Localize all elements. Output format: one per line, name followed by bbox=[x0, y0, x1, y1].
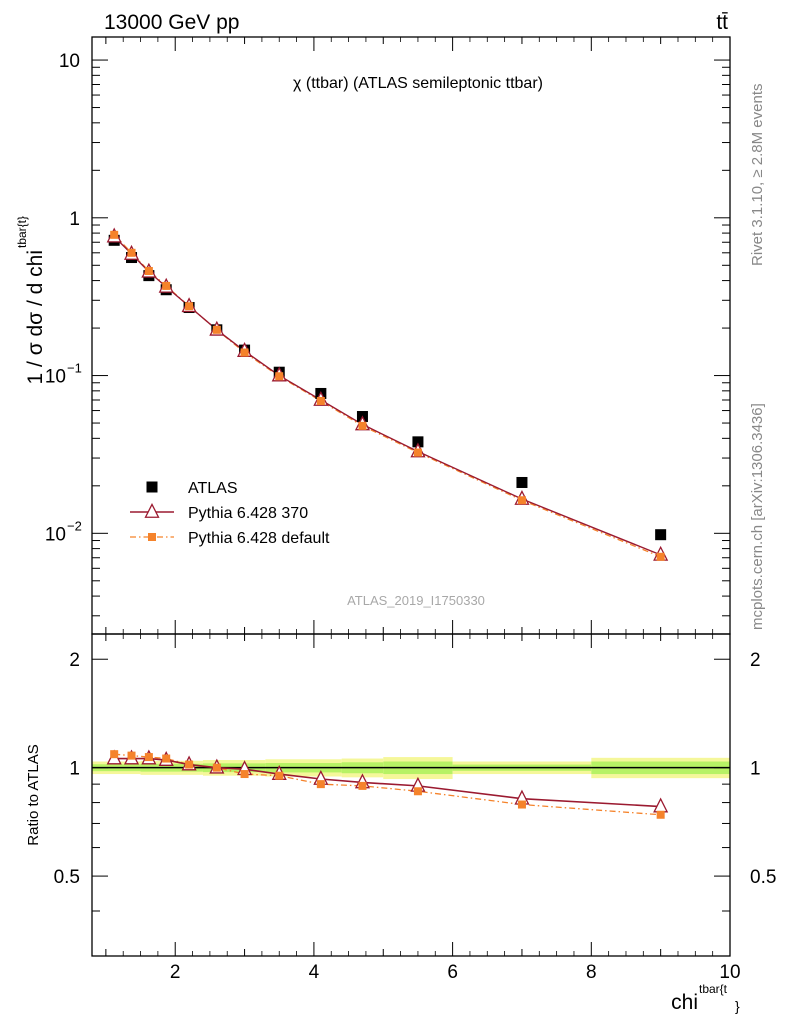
legend-marker-atlas bbox=[146, 481, 158, 493]
ratio-y-tick-label: 1 bbox=[69, 759, 80, 780]
data-point-pythia-default bbox=[656, 552, 665, 561]
data-point-pythia-default bbox=[162, 281, 171, 290]
ratio-frame bbox=[91, 633, 731, 957]
ratio-y-tick-label-right: 0.5 bbox=[750, 867, 776, 888]
energy-label: 13000 GeV pp bbox=[104, 11, 239, 34]
process-label: tt̄ bbox=[716, 11, 728, 34]
svg-text:1 / σ dσ / d chi: 1 / σ dσ / d chi bbox=[24, 250, 47, 384]
ratio-point-pythia-default bbox=[240, 770, 249, 779]
ratio-point-pythia-default bbox=[162, 754, 171, 763]
ratio-plot-area bbox=[92, 749, 730, 819]
data-point-pythia-default bbox=[110, 230, 119, 239]
main-y-tick-exp: −2 bbox=[67, 518, 82, 533]
data-point-pythia-default bbox=[144, 267, 153, 276]
main-y-tick-label: 1 bbox=[69, 209, 80, 230]
x-tick-label: 6 bbox=[447, 962, 458, 983]
legend: ATLAS Pythia 6.428 370 Pythia 6.428 defaul… bbox=[130, 480, 330, 547]
main-y-label-sup: tbar{t} bbox=[15, 216, 29, 248]
data-point-atlas bbox=[412, 436, 424, 448]
main-y-tick-exp: −1 bbox=[67, 361, 82, 376]
main-y-tick-label: 10 bbox=[59, 51, 80, 72]
data-point-pythia-default bbox=[358, 421, 367, 430]
data-point-pythia-default bbox=[185, 302, 194, 311]
legend-marker-pythia-default bbox=[148, 533, 156, 541]
ratio-point-pythia-default bbox=[212, 763, 221, 772]
main-y-label-text: 1 / σ dσ / d chi bbox=[24, 250, 47, 384]
main-title: χ (ttbar) (ATLAS semileptonic ttbar) bbox=[293, 75, 543, 92]
rivet-label: Rivet 3.1.10, ≥ 2.8M events bbox=[749, 84, 766, 267]
ratio-y-tick-label-right: 2 bbox=[750, 650, 761, 671]
ratio-point-pythia-default bbox=[656, 810, 665, 819]
ratio-x-axis: 2 4 6 8 10 bbox=[105, 634, 741, 983]
main-plot-area bbox=[106, 227, 669, 561]
ratio-point-pythia-default bbox=[413, 787, 422, 796]
ratio-point-pythia-default bbox=[517, 800, 526, 809]
source-label: mcplots.cern.ch [arXiv:1306.3436] bbox=[749, 403, 766, 630]
legend-label: Pythia 6.428 370 bbox=[188, 505, 308, 522]
ratio-y-tick-label-right: 1 bbox=[750, 759, 761, 780]
ratio-point-pythia-default bbox=[275, 771, 284, 780]
ratio-point-pythia-default bbox=[127, 751, 136, 760]
ratio-point-pythia-370 bbox=[653, 797, 669, 813]
data-point-pythia-default bbox=[212, 325, 221, 334]
x-tick-label: 4 bbox=[309, 962, 320, 983]
ratio-point-pythia-default bbox=[316, 780, 325, 789]
ratio-point-pythia-default bbox=[358, 781, 367, 790]
ratio-point-pythia-default bbox=[185, 760, 194, 769]
ratio-y-label: Ratio to ATLAS bbox=[25, 744, 42, 845]
main-y-tick-label: 10 bbox=[45, 524, 66, 545]
main-x-ticks bbox=[105, 37, 731, 634]
ratio-point-pythia-default bbox=[110, 750, 119, 759]
x-axis-label: chi tbar{t } bbox=[671, 982, 740, 1014]
x-tick-label: 2 bbox=[170, 962, 181, 983]
ratio-y-axis: 2 2 1 1 0.5 0.5 bbox=[54, 650, 776, 912]
data-point-pythia-default bbox=[413, 448, 422, 457]
data-point-pythia-default bbox=[275, 372, 284, 381]
watermark: ATLAS_2019_I1750330 bbox=[347, 593, 485, 608]
x-axis-label-text: chi bbox=[671, 991, 698, 1014]
ratio-y-tick-label: 2 bbox=[69, 650, 80, 671]
ratio-y-tick-label: 0.5 bbox=[54, 867, 80, 888]
x-tick-label: 10 bbox=[719, 962, 740, 983]
ratio-point-pythia-default bbox=[144, 753, 153, 762]
data-point-pythia-default bbox=[316, 396, 325, 405]
x-tick-label: 8 bbox=[586, 962, 597, 983]
data-point-pythia-default bbox=[517, 496, 526, 505]
ratio-panel: 2 2 1 1 0.5 0.5 2 4 6 8 10 Ratio to ATLAS chi tba… bbox=[25, 633, 776, 1014]
data-point-atlas bbox=[655, 529, 667, 541]
x-axis-label-sup: tbar{t bbox=[699, 982, 728, 996]
main-y-tick-label: 10 bbox=[45, 367, 66, 388]
legend-label: Pythia 6.428 default bbox=[188, 530, 330, 547]
main-y-label: 1 / σ dσ / d chi tbar{t} bbox=[15, 216, 47, 385]
data-point-pythia-default bbox=[127, 248, 136, 257]
x-axis-label-tail: } bbox=[735, 998, 740, 1014]
legend-marker-pythia-370 bbox=[144, 502, 160, 518]
svg-text:tbar{t}: tbar{t} bbox=[15, 216, 29, 248]
legend-label: ATLAS bbox=[188, 480, 238, 497]
data-point-atlas bbox=[516, 476, 528, 488]
data-point-pythia-default bbox=[240, 348, 249, 357]
